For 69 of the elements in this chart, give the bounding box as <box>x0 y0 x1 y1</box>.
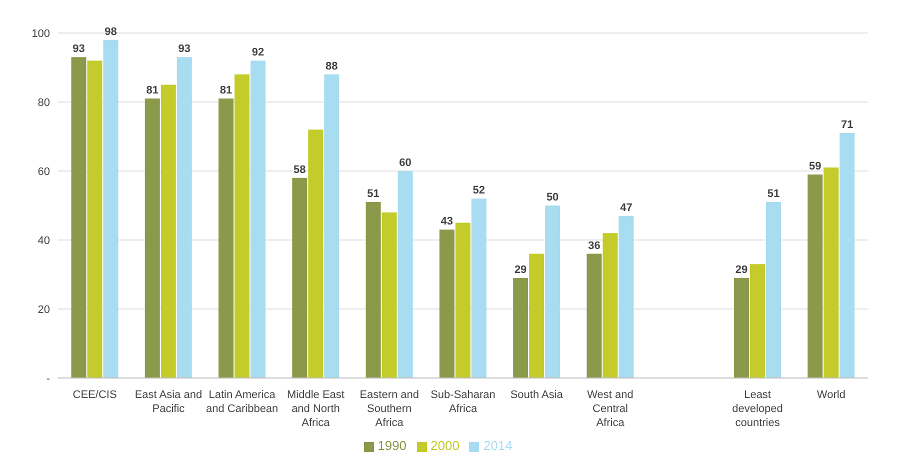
bar <box>602 233 618 378</box>
y-tick-label: 100 <box>32 28 50 40</box>
bar <box>734 278 749 378</box>
data-label: 51 <box>367 188 380 200</box>
legend-label: 1990 <box>378 438 407 453</box>
bar <box>87 60 102 378</box>
bar <box>160 84 176 378</box>
x-tick-label: South Asia <box>510 389 564 401</box>
data-label: 58 <box>294 164 306 176</box>
data-label: 50 <box>546 192 559 204</box>
bar <box>840 133 855 378</box>
x-tick-label: Least developed countries <box>732 389 783 429</box>
x-tick-label: Middle East and North Africa <box>286 389 344 429</box>
bar <box>618 216 634 378</box>
bar <box>545 206 560 378</box>
data-label: 93 <box>178 43 191 56</box>
bar <box>808 174 823 378</box>
data-label: 88 <box>326 60 338 72</box>
bar <box>471 198 486 378</box>
bar <box>308 130 324 378</box>
bar <box>176 57 192 378</box>
bar <box>824 168 839 378</box>
data-label: 43 <box>440 216 454 228</box>
y-tick-label: - <box>46 372 50 385</box>
bar <box>513 278 528 378</box>
x-tick-label: Sub-Saharan Africa <box>430 389 496 415</box>
y-tick-label: 40 <box>38 234 50 247</box>
bar <box>218 98 234 378</box>
bar <box>382 212 397 378</box>
bar <box>250 60 266 378</box>
data-label: 51 <box>767 188 780 200</box>
data-label: 60 <box>399 157 412 169</box>
x-tick-label: World <box>816 389 846 401</box>
bar <box>455 222 470 378</box>
data-label: 29 <box>514 264 527 276</box>
bar <box>398 171 413 378</box>
data-label: 92 <box>252 46 264 59</box>
data-label: 36 <box>588 240 600 252</box>
bar <box>750 264 765 378</box>
bar <box>71 57 86 378</box>
data-label: 81 <box>146 84 159 97</box>
bar <box>586 254 602 378</box>
data-label: 47 <box>620 202 632 214</box>
bar <box>234 74 250 378</box>
legend-label: 2014 <box>483 438 512 453</box>
x-tick-label: CEE/CIS <box>72 389 117 401</box>
y-tick-label: 20 <box>38 304 50 316</box>
data-label: 71 <box>840 119 854 132</box>
legend-label: 2000 <box>430 438 460 453</box>
x-tick-label: Eastern and Southern Africa <box>360 389 420 429</box>
data-label: 93 <box>72 43 85 56</box>
bar <box>766 202 781 378</box>
x-tick-label: East Asia and Pacific <box>134 389 202 415</box>
data-label: 52 <box>472 184 486 197</box>
bar <box>292 178 308 378</box>
y-tick-label: 60 <box>38 166 50 178</box>
bar <box>529 254 544 378</box>
data-label: 29 <box>735 264 748 276</box>
bar <box>366 202 381 378</box>
data-label: 81 <box>220 84 232 97</box>
x-tick-label: West and Central Africa <box>587 389 634 429</box>
bar <box>103 40 118 378</box>
bar <box>324 74 340 378</box>
y-tick-label: 80 <box>38 96 50 109</box>
bar <box>439 230 454 378</box>
bar <box>144 98 160 378</box>
data-label: 59 <box>808 160 822 172</box>
x-tick-label: Latin America and Caribbean <box>206 389 278 415</box>
data-label: 98 <box>104 26 117 38</box>
